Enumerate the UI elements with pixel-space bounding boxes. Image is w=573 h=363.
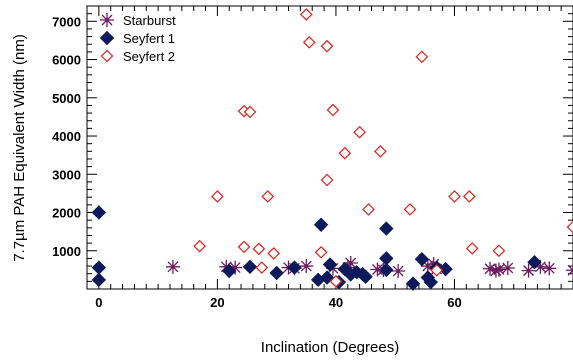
- y-tick-label: 6000: [52, 53, 81, 68]
- data-point: [380, 222, 393, 235]
- data-point: [405, 204, 416, 215]
- data-point: [270, 266, 283, 279]
- data-point: [415, 253, 428, 266]
- legend-label: Seyfert 1: [123, 31, 175, 46]
- data-point: [301, 9, 312, 20]
- data-point: [493, 245, 504, 256]
- data-point: [363, 204, 374, 215]
- y-tick-label: 1000: [52, 244, 81, 259]
- y-tick-label: 7000: [52, 14, 81, 29]
- data-point: [315, 218, 328, 231]
- data-point: [391, 264, 405, 278]
- legend: Starburst Seyfert 1 Seyfert 2: [100, 13, 176, 64]
- data-point: [316, 247, 327, 258]
- data-point: [380, 252, 393, 265]
- axis-tick-labels: 0 20 40 60 1000 2000 3000 4000 5000 6000 7000: [52, 14, 462, 310]
- data-point: [299, 259, 313, 273]
- data-point: [354, 127, 365, 138]
- data-point: [322, 175, 333, 186]
- y-tick-label: 3000: [52, 167, 81, 182]
- x-tick-label: 20: [210, 295, 224, 310]
- data-point: [262, 191, 273, 202]
- data-point: [253, 243, 264, 254]
- data-point: [566, 263, 573, 277]
- x-tick-label: 60: [447, 295, 461, 310]
- x-tick-label: 0: [95, 295, 102, 310]
- data-point: [322, 41, 333, 52]
- legend-marker: [102, 51, 113, 62]
- data-point: [304, 37, 315, 48]
- data-point: [568, 222, 573, 233]
- data-point: [501, 261, 515, 275]
- data-point: [92, 273, 105, 286]
- x-tick-label: 40: [329, 295, 343, 310]
- y-axis-label: 7.7µm PAH Equivalent Width (nm): [11, 34, 28, 262]
- data-point: [406, 277, 419, 290]
- data-point: [375, 146, 386, 157]
- y-tick-label: 4000: [52, 129, 81, 144]
- data-point: [239, 241, 250, 252]
- legend-marker: [101, 32, 114, 45]
- data-point: [542, 261, 556, 275]
- data-point: [268, 248, 279, 259]
- data-point: [449, 191, 460, 202]
- data-point: [92, 261, 105, 274]
- x-axis-label: Inclination (Degrees): [261, 339, 399, 356]
- data-point: [416, 51, 427, 62]
- legend-marker: [100, 13, 114, 27]
- data-point: [243, 260, 256, 273]
- data-point: [256, 262, 267, 273]
- legend-label: Starburst: [123, 13, 176, 28]
- series-seyfert-2: [194, 9, 573, 287]
- data-point: [327, 105, 338, 116]
- data-point: [92, 206, 105, 219]
- legend-label: Seyfert 2: [123, 49, 175, 64]
- data-point: [464, 191, 475, 202]
- y-tick-label: 5000: [52, 91, 81, 106]
- data-point: [194, 241, 205, 252]
- data-point: [467, 243, 478, 254]
- data-point: [166, 260, 180, 274]
- y-tick-label: 2000: [52, 206, 81, 221]
- data-point: [339, 148, 350, 159]
- data-point: [212, 191, 223, 202]
